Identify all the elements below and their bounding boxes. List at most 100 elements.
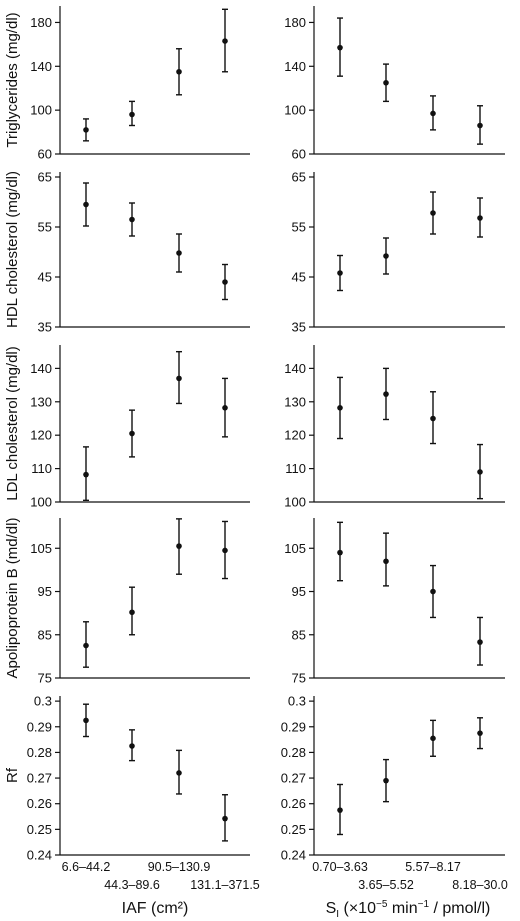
y-tick-label: 60 — [38, 147, 52, 162]
x-axis-title-right-unit3: / pmol/l) — [429, 900, 490, 917]
data-point — [222, 38, 228, 44]
y-tick-label: 120 — [284, 428, 306, 443]
y-tick-label: 140 — [30, 59, 52, 74]
x-axis-title-right-exp: −5 — [376, 899, 388, 910]
y-tick-label: 140 — [284, 59, 306, 74]
chart-panel: 0.24 0.25 0.26 0.27 0.28 0.29 0.3 — [281, 694, 505, 863]
data-point — [477, 122, 483, 129]
x-tick-label: 0.70–3.63 — [312, 860, 368, 874]
x-tick-label: 3.65–5.52 — [358, 878, 414, 892]
data-point — [129, 609, 135, 616]
y-tick-label: 45 — [38, 270, 52, 285]
data-point — [129, 111, 135, 118]
data-point — [337, 549, 343, 556]
data-point — [176, 543, 182, 549]
data-point — [383, 558, 389, 565]
chart-panel: 60 100 140 180 Triglycerides (mg/dl) — [4, 6, 250, 162]
y-tick-label: 55 — [292, 220, 306, 235]
chart-panel: 35 45 55 65 HDL cholesterol (mg/dl) — [4, 170, 250, 335]
y-tick-label: 0.28 — [281, 745, 306, 760]
x-tick-label: 131.1–371.5 — [190, 878, 260, 892]
y-tick-label: 0.27 — [27, 771, 52, 786]
data-point — [129, 743, 135, 749]
data-point — [83, 471, 89, 478]
data-point — [222, 405, 228, 411]
y-tick-label: 0.3 — [288, 694, 306, 709]
y-tick-label: 0.28 — [27, 745, 52, 760]
data-point — [83, 127, 89, 133]
data-point — [383, 777, 389, 784]
data-point — [222, 815, 228, 822]
y-tick-label: 105 — [30, 541, 52, 556]
y-tick-label: 95 — [38, 584, 52, 599]
y-tick-label: 100 — [284, 495, 306, 510]
chart-panel: 75 85 95 105 — [284, 518, 505, 686]
x-tick-label: 5.57–8.17 — [405, 860, 461, 874]
data-point — [477, 730, 483, 736]
y-tick-label: 0.24 — [27, 848, 52, 863]
y-tick-label: 85 — [38, 627, 52, 642]
y-tick-label: 0.27 — [281, 771, 306, 786]
y-tick-label: 100 — [284, 103, 306, 118]
y-tick-label: 140 — [30, 361, 52, 376]
y-tick-label: 65 — [38, 170, 52, 185]
data-point — [222, 279, 228, 285]
y-axis-title: HDL cholesterol (mg/dl) — [4, 171, 21, 328]
chart-panel: 0.24 0.25 0.26 0.27 0.28 0.29 0.3 Rf — [4, 694, 250, 863]
data-point — [129, 430, 135, 437]
data-point — [430, 210, 436, 216]
data-point — [477, 639, 483, 645]
y-tick-label: 0.24 — [281, 848, 306, 863]
y-tick-label: 60 — [292, 147, 306, 162]
x-axis-title-left: IAF (cm²) — [122, 900, 189, 917]
y-tick-label: 120 — [30, 428, 52, 443]
chart-panel: 35 45 55 65 — [292, 170, 505, 335]
y-tick-label: 180 — [284, 15, 306, 30]
x-tick-label: 44.3–89.6 — [104, 878, 160, 892]
y-tick-label: 110 — [285, 461, 306, 476]
y-tick-label: 180 — [30, 15, 52, 30]
y-tick-label: 0.3 — [34, 694, 52, 709]
y-tick-label: 0.26 — [27, 796, 52, 811]
data-point — [430, 110, 436, 117]
data-point — [383, 391, 389, 397]
data-point — [383, 253, 389, 259]
data-point — [337, 44, 343, 51]
y-tick-label: 35 — [38, 320, 52, 335]
y-tick-label: 85 — [292, 627, 306, 642]
y-tick-label: 65 — [292, 170, 306, 185]
y-tick-label: 105 — [284, 541, 306, 556]
y-tick-label: 110 — [31, 461, 52, 476]
chart-panel: 100 110 120 130 140 — [284, 345, 505, 510]
data-point — [176, 770, 182, 776]
data-point — [83, 201, 89, 208]
y-tick-label: 0.25 — [27, 822, 52, 837]
y-tick-label: 0.29 — [27, 719, 52, 734]
y-tick-label: 130 — [284, 394, 306, 409]
y-tick-label: 0.25 — [281, 822, 306, 837]
y-tick-label: 45 — [292, 270, 306, 285]
x-axis-title-right: SI (×10−5 min−1 / pmol/l) — [326, 899, 491, 920]
x-tick-label: 8.18–30.0 — [452, 878, 508, 892]
x-axis-title-right-sub: I — [336, 909, 339, 920]
data-point — [337, 807, 343, 813]
chart-panel: 60 100 140 180 — [284, 6, 505, 162]
y-axis-title: LDL cholesterol (mg/dl) — [4, 346, 21, 501]
x-tick-label: 90.5–130.9 — [148, 860, 211, 874]
data-point — [430, 415, 436, 422]
data-point — [176, 250, 182, 256]
chart-panel: 75 85 95 105 Apolipoprotein B (md/dl) — [4, 518, 250, 686]
y-tick-label: 55 — [38, 220, 52, 235]
y-axis-title: Triglycerides (mg/dl) — [4, 12, 21, 147]
data-point — [83, 717, 89, 724]
x-axis-title-right-unit: (×10 — [339, 900, 376, 917]
y-tick-label: 0.26 — [281, 796, 306, 811]
data-point — [430, 588, 436, 595]
panel-grid: 60 100 140 180 Triglycerides (mg/dl) 60 100 140… — [4, 6, 505, 863]
data-point — [337, 405, 343, 411]
y-tick-label: 95 — [292, 584, 306, 599]
y-axis-title: Rf — [4, 767, 21, 783]
x-tick-labels-left: 6.6–44.2 44.3–89.6 90.5–130.9 131.1–371.… — [62, 860, 260, 892]
y-axis-title: Apolipoprotein B (md/dl) — [4, 518, 21, 679]
